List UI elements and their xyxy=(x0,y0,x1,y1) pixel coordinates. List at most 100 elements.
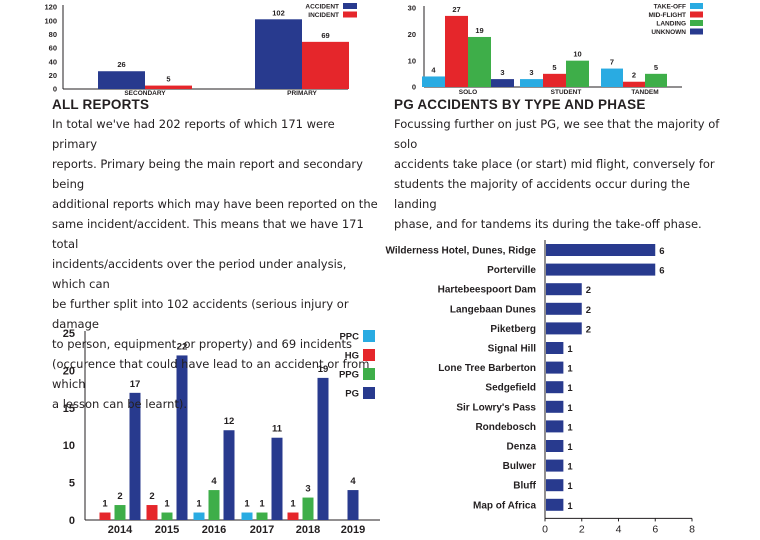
bar-pg xyxy=(271,437,283,520)
bar-landing xyxy=(645,73,667,87)
data-label: 1 xyxy=(196,499,202,510)
site-label: Porterville xyxy=(487,265,536,276)
bar-landing xyxy=(468,36,491,87)
x-tick-label: 2 xyxy=(579,523,585,535)
data-label: 2 xyxy=(586,285,591,296)
x-tick-label: TANDEM xyxy=(631,89,658,96)
site-label: Signal Hill xyxy=(488,344,537,355)
data-label: 1 xyxy=(290,499,296,510)
data-label: 1 xyxy=(259,499,265,510)
bar-pg xyxy=(223,430,235,520)
pg-accidents-line: phase, and for tandems its during the ta… xyxy=(394,217,702,231)
bar-ppg xyxy=(114,505,126,520)
legend-label: ACCIDENT xyxy=(305,3,339,10)
site-label: Wilderness Hotel, Dunes, Ridge xyxy=(386,246,537,257)
data-label: 2 xyxy=(632,71,636,80)
data-label: 1 xyxy=(567,383,573,394)
bar-site xyxy=(546,498,564,511)
bar-unknown xyxy=(491,79,514,87)
y-tick-label: 30 xyxy=(408,4,416,13)
site-label: Piketberg xyxy=(490,324,536,335)
data-label: 3 xyxy=(529,68,533,77)
all-reports-line: incidents/accidents over the period unde… xyxy=(52,257,347,291)
x-tick-label: 2015 xyxy=(155,524,179,536)
bar-site xyxy=(546,322,582,335)
y-tick-label: 120 xyxy=(44,3,57,12)
data-label: 1 xyxy=(567,442,573,453)
data-label: 5 xyxy=(654,63,658,72)
legend-label: INCIDENT xyxy=(308,12,339,19)
data-label: 6 xyxy=(659,246,664,257)
pg-accidents-line: students the majority of accidents occur… xyxy=(394,177,690,211)
x-tick-label: STUDENT xyxy=(551,89,582,96)
data-label: 2 xyxy=(117,491,122,502)
y-tick-label: 0 xyxy=(69,515,75,527)
y-tick-label: 10 xyxy=(63,440,75,452)
bar-mid-flight xyxy=(623,81,645,87)
data-label: 1 xyxy=(102,499,108,510)
legend-swatch xyxy=(343,11,357,18)
y-tick-label: 20 xyxy=(49,71,57,80)
site-label: Langebaan Dunes xyxy=(450,304,537,315)
site-label: Sedgefield xyxy=(485,383,536,394)
bar-site xyxy=(546,479,564,492)
data-label: 3 xyxy=(500,68,504,77)
y-tick-label: 80 xyxy=(49,30,57,39)
site-label: Denza xyxy=(507,442,537,453)
x-tick-label: 0 xyxy=(542,523,548,535)
pg-accidents-heading: PG ACCIDENTS BY TYPE AND PHASE xyxy=(394,97,646,112)
pg-accidents-paragraph: Focussing further on just PG, we see tha… xyxy=(394,114,734,234)
all-reports-heading: ALL REPORTS xyxy=(52,97,150,112)
bar-accident xyxy=(255,19,302,89)
all-reports-paragraph: In total we've had 202 reports of which … xyxy=(52,114,382,414)
bar-ppg xyxy=(161,512,173,520)
data-label: 11 xyxy=(272,424,283,435)
bar-incident xyxy=(145,85,192,89)
bar-site xyxy=(546,440,564,452)
data-label: 4 xyxy=(211,476,217,487)
legend-label: UNKNOWN xyxy=(651,29,686,36)
all-reports-line: (occurence that could have lead to an ac… xyxy=(52,357,370,391)
bar-incident xyxy=(302,41,349,89)
data-label: 1 xyxy=(567,344,573,355)
bar-site xyxy=(546,361,564,374)
data-label: 12 xyxy=(224,416,235,427)
data-label: 1 xyxy=(567,462,573,473)
bar-mid-flight xyxy=(445,15,468,87)
data-label: 2 xyxy=(586,324,591,335)
y-tick-label: 0 xyxy=(412,83,416,92)
x-tick-label: 2014 xyxy=(108,524,133,536)
bar-ppg xyxy=(208,490,220,520)
y-tick-label: 100 xyxy=(44,16,57,25)
site-label: Map of Africa xyxy=(473,500,536,511)
all-reports-line: to person, equipment, or property) and 6… xyxy=(52,337,353,351)
bar-mid-flight xyxy=(543,73,566,87)
y-tick-label: 20 xyxy=(408,30,416,39)
x-tick-label: 4 xyxy=(616,523,622,535)
bar-site xyxy=(546,420,564,433)
data-label: 1 xyxy=(567,501,573,512)
all-reports-line: a lesson can be learnt). xyxy=(52,397,188,411)
data-label: 1 xyxy=(164,499,170,510)
bar-hg xyxy=(99,512,111,520)
bar-ppg xyxy=(256,512,268,520)
all-reports-line: In total we've had 202 reports of which … xyxy=(52,117,335,151)
x-tick-label: 2016 xyxy=(202,524,226,536)
bar-site xyxy=(546,381,564,394)
bar-site xyxy=(546,283,582,296)
data-label: 2 xyxy=(149,491,154,502)
data-label: 26 xyxy=(117,60,125,69)
bar-site xyxy=(546,302,582,315)
data-label: 1 xyxy=(567,481,573,492)
bar-take-off xyxy=(422,76,445,87)
all-reports-line: additional reports which may have been r… xyxy=(52,197,378,211)
y-tick-label: 60 xyxy=(49,44,57,53)
data-label: 3 xyxy=(305,484,310,495)
bar-site xyxy=(546,459,564,472)
site-label: Lone Tree Barberton xyxy=(438,363,536,374)
data-label: 5 xyxy=(552,63,556,72)
site-label: Hartebeespoort Dam xyxy=(438,285,536,296)
x-tick-label: 2018 xyxy=(296,524,320,536)
bar-accident xyxy=(98,71,145,89)
site-label: Bluff xyxy=(513,481,536,492)
